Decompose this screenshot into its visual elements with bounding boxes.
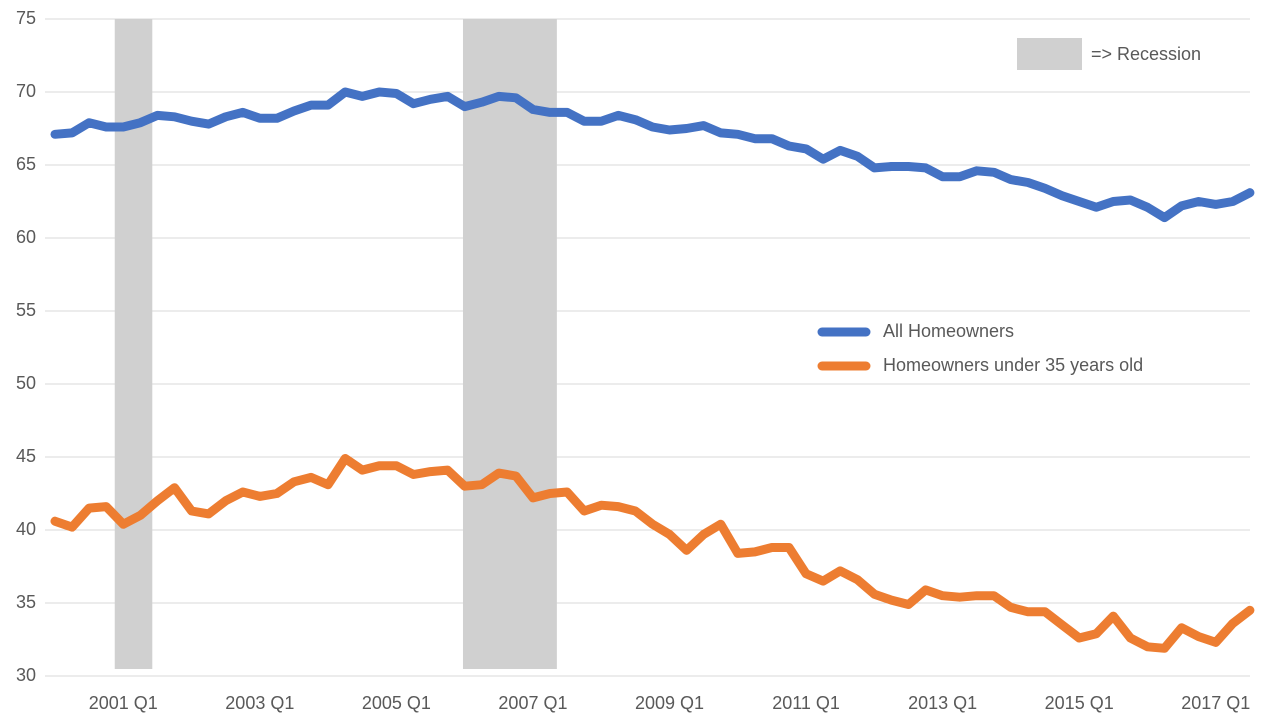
- x-tick-label: 2007 Q1: [498, 693, 567, 713]
- series-line: [50, 87, 1255, 223]
- x-tick-label: 2003 Q1: [225, 693, 294, 713]
- y-tick-label: 60: [16, 227, 36, 247]
- legend-label: All Homeowners: [883, 321, 1014, 341]
- y-tick-label: 45: [16, 446, 36, 466]
- y-tick-label: 35: [16, 592, 36, 612]
- y-tick-label: 50: [16, 373, 36, 393]
- x-tick-label: 2013 Q1: [908, 693, 977, 713]
- y-tick-label: 70: [16, 81, 36, 101]
- x-tick-label: 2011 Q1: [772, 693, 840, 713]
- x-tick-label: 2005 Q1: [362, 693, 431, 713]
- y-tick-label: 75: [16, 8, 36, 28]
- y-tick-label: 55: [16, 300, 36, 320]
- legend-label: => Recession: [1091, 44, 1201, 64]
- y-tick-label: 40: [16, 519, 36, 539]
- legend-swatch: [1017, 38, 1082, 70]
- legend-label: Homeowners under 35 years old: [883, 355, 1143, 375]
- y-tick-label: 30: [16, 665, 36, 685]
- x-tick-label: 2017 Q1: [1181, 693, 1250, 713]
- recession-band: [462, 19, 557, 669]
- x-tick-label: 2015 Q1: [1045, 693, 1114, 713]
- series-line: [50, 454, 1255, 653]
- y-tick-label: 65: [16, 154, 36, 174]
- x-tick-label: 2001 Q1: [89, 693, 158, 713]
- x-tick-label: 2009 Q1: [635, 693, 704, 713]
